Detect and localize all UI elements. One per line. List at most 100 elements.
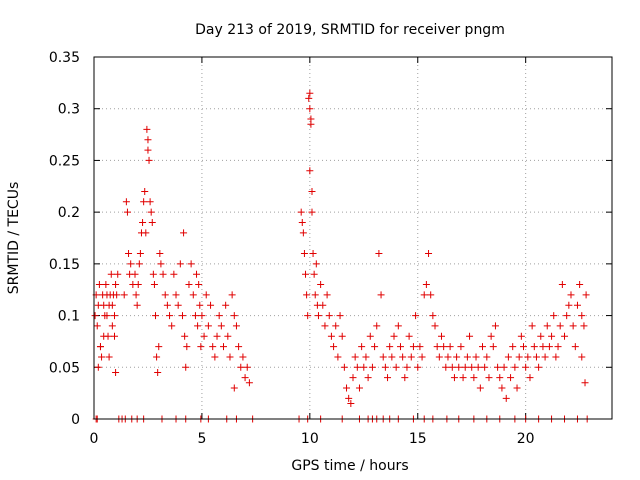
data-point xyxy=(108,322,116,330)
data-point xyxy=(444,353,452,361)
data-point xyxy=(298,218,306,226)
data-point xyxy=(135,260,143,268)
data-point xyxy=(132,291,140,299)
data-point xyxy=(226,353,234,361)
data-point xyxy=(550,312,558,320)
y-axis-label: SRMTID / TECUs xyxy=(6,182,22,295)
data-point xyxy=(582,291,590,299)
data-point xyxy=(472,353,480,361)
data-point xyxy=(524,353,532,361)
data-point xyxy=(390,332,398,340)
data-point xyxy=(507,374,515,382)
data-point xyxy=(578,353,586,361)
data-point xyxy=(442,363,450,371)
data-point xyxy=(140,198,148,206)
data-point xyxy=(379,353,387,361)
y-tick-label: 0.05 xyxy=(49,360,80,376)
x-tick-label: 15 xyxy=(409,431,427,447)
data-point xyxy=(375,250,383,258)
data-point xyxy=(394,322,402,330)
data-point xyxy=(502,394,510,402)
data-point xyxy=(517,332,525,340)
data-point xyxy=(388,353,396,361)
data-point xyxy=(403,363,411,371)
data-point xyxy=(166,312,174,320)
data-point xyxy=(157,260,165,268)
data-point xyxy=(215,312,223,320)
data-point xyxy=(450,374,458,382)
y-tick-label: 0.1 xyxy=(58,309,80,325)
data-point xyxy=(304,312,312,320)
y-tick-label: 0.3 xyxy=(58,102,80,118)
data-point xyxy=(144,146,152,154)
data-point xyxy=(183,343,191,351)
data-point xyxy=(459,374,467,382)
data-point xyxy=(368,363,376,371)
data-point xyxy=(573,301,581,309)
data-point xyxy=(306,105,314,113)
x-axis-label: GPS time / hours xyxy=(291,458,408,474)
data-point xyxy=(182,363,190,371)
x-tick-label: 10 xyxy=(301,431,319,447)
data-point xyxy=(303,291,311,299)
data-point xyxy=(325,312,333,320)
data-point xyxy=(102,281,110,289)
data-point xyxy=(170,270,178,278)
data-point xyxy=(548,332,556,340)
data-point xyxy=(94,363,102,371)
data-point xyxy=(181,332,189,340)
chart-title: Day 213 of 2019, SRMTID for receiver png… xyxy=(195,22,505,38)
data-point xyxy=(561,332,569,340)
data-point xyxy=(163,301,171,309)
data-point xyxy=(311,291,319,299)
data-point xyxy=(539,343,547,351)
data-point xyxy=(338,332,346,340)
data-point xyxy=(189,291,197,299)
data-point xyxy=(468,363,476,371)
data-point xyxy=(91,312,99,320)
data-point xyxy=(143,125,151,133)
data-point xyxy=(113,291,121,299)
data-point xyxy=(526,374,534,382)
data-point xyxy=(453,353,461,361)
data-point xyxy=(230,312,238,320)
data-point xyxy=(194,322,202,330)
data-point xyxy=(204,322,212,330)
data-point xyxy=(148,218,156,226)
data-point xyxy=(224,332,232,340)
data-point xyxy=(161,291,169,299)
data-point xyxy=(308,208,316,216)
data-point xyxy=(543,322,551,330)
data-point xyxy=(178,312,186,320)
data-point xyxy=(565,301,573,309)
data-point xyxy=(416,343,424,351)
data-point xyxy=(122,198,130,206)
data-point xyxy=(420,291,428,299)
data-point xyxy=(418,353,426,361)
data-point xyxy=(552,353,560,361)
data-point xyxy=(494,363,502,371)
data-point xyxy=(485,374,493,382)
axis-ticks xyxy=(93,56,612,420)
data-point xyxy=(556,322,564,330)
data-point xyxy=(364,374,372,382)
data-point xyxy=(108,301,116,309)
data-point xyxy=(427,291,435,299)
data-point xyxy=(220,343,227,351)
data-point xyxy=(105,353,113,361)
data-point xyxy=(131,270,139,278)
data-point xyxy=(414,363,422,371)
data-point xyxy=(407,353,415,361)
data-point xyxy=(302,270,310,278)
data-point xyxy=(309,250,317,258)
data-point xyxy=(351,353,359,361)
grid xyxy=(94,57,612,419)
data-point xyxy=(123,208,131,216)
data-point xyxy=(334,353,342,361)
data-point xyxy=(336,312,344,320)
data-point xyxy=(114,270,122,278)
data-point xyxy=(461,363,469,371)
data-point xyxy=(207,301,215,309)
data-point xyxy=(300,250,308,258)
